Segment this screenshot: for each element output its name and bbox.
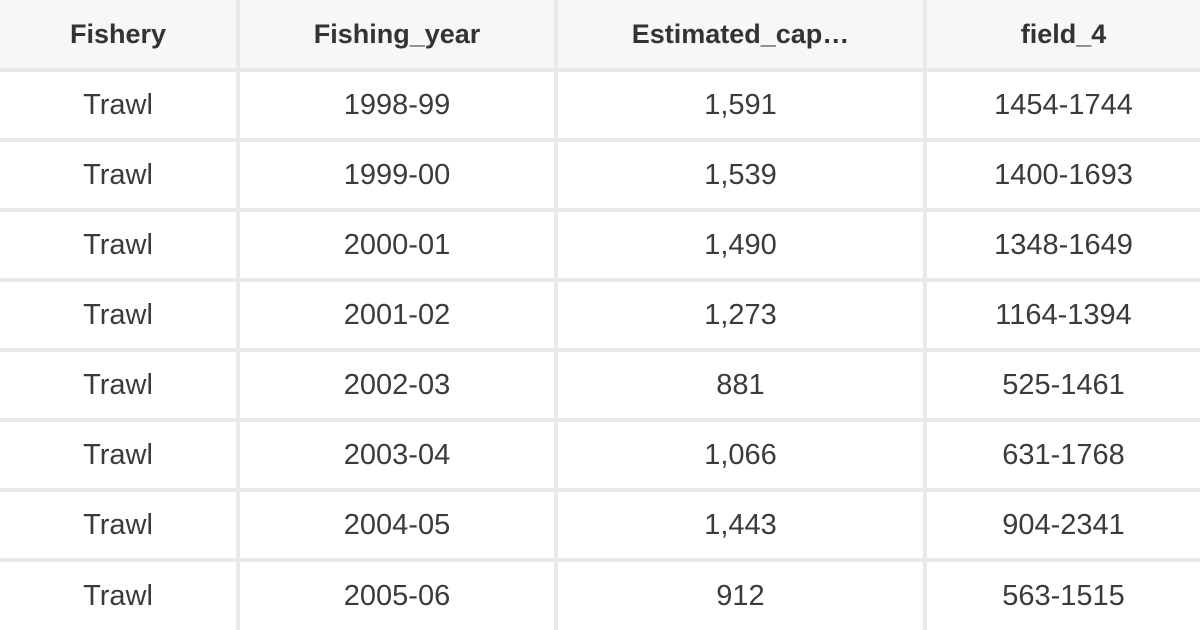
cell-fishery: Trawl	[0, 72, 236, 138]
table-row: Trawl 2004-05 1,443 904-2341	[0, 492, 1200, 558]
cell-field-4: 1164-1394	[927, 282, 1200, 348]
cell-fishery: Trawl	[0, 212, 236, 278]
column-header-estimated-captures: Estimated_cap…	[558, 0, 923, 68]
cell-fishery: Trawl	[0, 492, 236, 558]
cell-field-4: 904-2341	[927, 492, 1200, 558]
cell-fishing-year: 2000-01	[240, 212, 554, 278]
cell-estimated-captures: 1,443	[558, 492, 923, 558]
cell-estimated-captures: 881	[558, 352, 923, 418]
cell-fishery: Trawl	[0, 282, 236, 348]
table-row: Trawl 1998-99 1,591 1454-1744	[0, 72, 1200, 138]
cell-fishing-year: 2005-06	[240, 562, 554, 630]
cell-field-4: 525-1461	[927, 352, 1200, 418]
table-row: Trawl 2002-03 881 525-1461	[0, 352, 1200, 418]
cell-fishery: Trawl	[0, 142, 236, 208]
cell-estimated-captures: 1,539	[558, 142, 923, 208]
cell-field-4: 631-1768	[927, 422, 1200, 488]
table-row: Trawl 2000-01 1,490 1348-1649	[0, 212, 1200, 278]
column-header-fishing-year: Fishing_year	[240, 0, 554, 68]
cell-estimated-captures: 1,591	[558, 72, 923, 138]
cell-field-4: 563-1515	[927, 562, 1200, 630]
cell-fishing-year: 2001-02	[240, 282, 554, 348]
table-row: Trawl 1999-00 1,539 1400-1693	[0, 142, 1200, 208]
cell-fishing-year: 2003-04	[240, 422, 554, 488]
table-header-row: Fishery Fishing_year Estimated_cap… fiel…	[0, 0, 1200, 68]
table-row: Trawl 2003-04 1,066 631-1768	[0, 422, 1200, 488]
cell-estimated-captures: 1,066	[558, 422, 923, 488]
column-header-fishery: Fishery	[0, 0, 236, 68]
cell-fishing-year: 1998-99	[240, 72, 554, 138]
cell-fishery: Trawl	[0, 422, 236, 488]
table-row: Trawl 2005-06 912 563-1515	[0, 562, 1200, 630]
cell-fishing-year: 1999-00	[240, 142, 554, 208]
cell-fishery: Trawl	[0, 562, 236, 630]
cell-field-4: 1454-1744	[927, 72, 1200, 138]
cell-fishing-year: 2002-03	[240, 352, 554, 418]
cell-estimated-captures: 1,273	[558, 282, 923, 348]
cell-field-4: 1348-1649	[927, 212, 1200, 278]
cell-fishery: Trawl	[0, 352, 236, 418]
cell-fishing-year: 2004-05	[240, 492, 554, 558]
cell-estimated-captures: 912	[558, 562, 923, 630]
table-row: Trawl 2001-02 1,273 1164-1394	[0, 282, 1200, 348]
cell-estimated-captures: 1,490	[558, 212, 923, 278]
cell-field-4: 1400-1693	[927, 142, 1200, 208]
column-header-field-4: field_4	[927, 0, 1200, 68]
